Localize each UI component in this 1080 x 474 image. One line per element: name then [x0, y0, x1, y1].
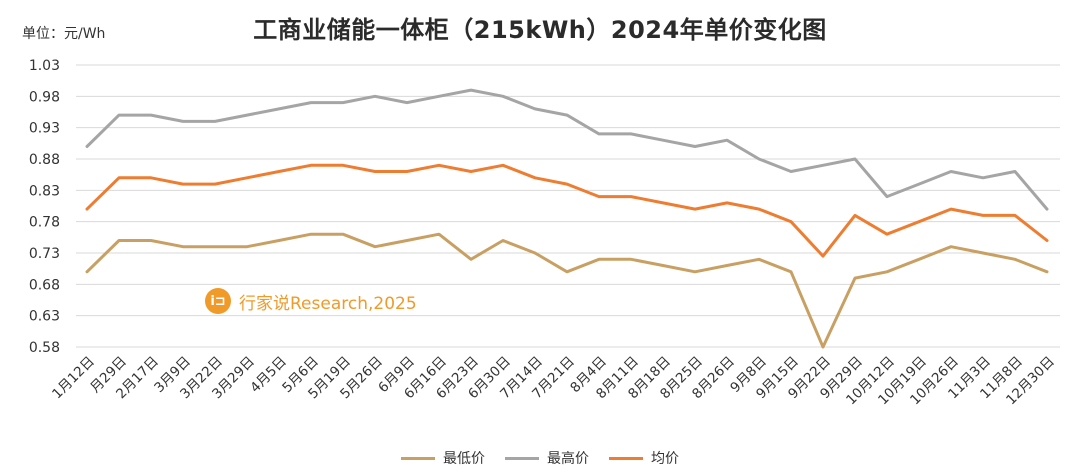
- watermark-logo-icon: i⊐: [205, 288, 231, 314]
- legend-swatch: [401, 456, 435, 460]
- y-tick-label: 0.68: [29, 277, 60, 293]
- chart-title: 工商业储能一体柜（215kWh）2024年单价变化图: [253, 16, 827, 44]
- legend-swatch: [505, 456, 539, 460]
- legend-item: 最低价: [401, 448, 485, 468]
- y-tick-label: 0.83: [29, 183, 60, 199]
- x-tick-label: 1月12日: [49, 354, 98, 403]
- y-tick-label: 0.58: [29, 340, 60, 356]
- y-tick-label: 0.93: [29, 121, 60, 137]
- y-axis-unit-label: 单位：元/Wh: [22, 26, 106, 42]
- series-line-0: [85, 232, 1049, 349]
- legend-item: 均价: [609, 448, 679, 468]
- series-line-1: [85, 88, 1049, 211]
- legend: 最低价 最高价 均价: [0, 448, 1080, 468]
- y-tick-label: 0.98: [29, 89, 60, 105]
- y-tick-label: 1.03: [29, 58, 60, 74]
- gridlines: [76, 64, 1060, 348]
- legend-label: 最高价: [547, 451, 589, 467]
- legend-label: 均价: [651, 451, 679, 467]
- y-axis-ticks: 1.03 0.98 0.93 0.88 0.83 0.78 0.73 0.68 0.63 0.58: [29, 58, 60, 356]
- watermark-text: 行家说Research,2025: [239, 293, 417, 314]
- y-tick-label: 0.88: [29, 152, 60, 168]
- series-lines: [85, 88, 1049, 349]
- y-tick-label: 0.73: [29, 246, 60, 262]
- legend-label: 最低价: [443, 451, 485, 467]
- watermark: i⊐ 行家说Research,2025: [205, 288, 417, 314]
- y-tick-label: 0.78: [29, 215, 60, 231]
- x-axis-ticks: 1月12日月29日2月17日3月9日3月22日3月29日4月5日5月6日5月19…: [49, 354, 1058, 409]
- series-line-2: [85, 163, 1049, 258]
- y-tick-label: 0.63: [29, 309, 60, 325]
- legend-swatch: [609, 456, 643, 460]
- legend-item: 最高价: [505, 448, 589, 468]
